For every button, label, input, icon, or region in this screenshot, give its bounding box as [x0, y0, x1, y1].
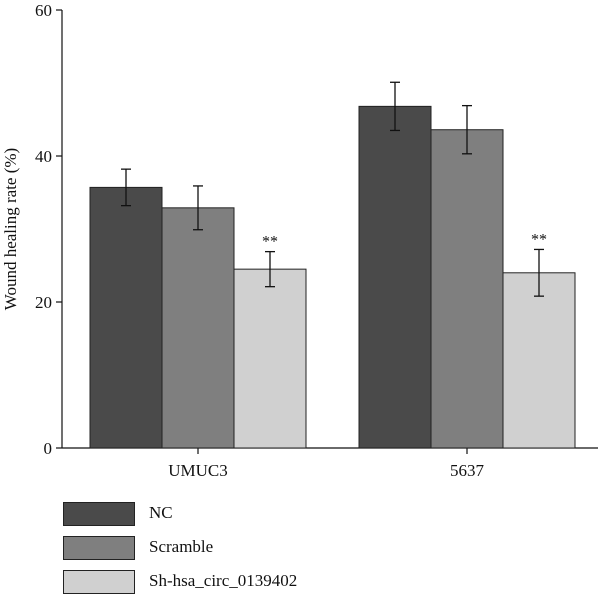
bar-scramble-umuc3	[161, 207, 235, 449]
bar-sh-hsa-circ-0139402-5637	[502, 272, 576, 449]
y-tick-label-1: 20	[35, 293, 52, 312]
x-tick-label-1: 5637	[450, 461, 485, 480]
legend-swatch-nc	[63, 502, 135, 526]
y-tick-label-3: 60	[35, 1, 52, 20]
bar-chart: 0 20 40 60 Wound healing rate (%) UMUC3 ** 5637…	[1, 1, 598, 480]
legend-label-scramble: Scramble	[149, 537, 214, 556]
bar-sh-hsa-circ-0139402-umuc3	[233, 268, 307, 449]
significance-label-2-0: **	[262, 234, 278, 251]
legend-swatch-sh-hsa	[63, 570, 135, 594]
y-axis-label: Wound healing rate (%)	[1, 148, 20, 310]
bar-nc-umuc3	[89, 186, 163, 449]
bar-nc-5637	[358, 105, 432, 449]
y-tick-label-2: 40	[35, 147, 52, 166]
legend-swatch-scramble	[63, 536, 135, 560]
x-tick-label-0: UMUC3	[168, 461, 228, 480]
bar-scramble-5637	[430, 129, 504, 449]
legend-label-nc: NC	[149, 503, 173, 522]
y-tick-label-0: 0	[44, 439, 53, 458]
significance-label-2-1: **	[531, 231, 547, 248]
legend-label-sh-hsa: Sh-hsa_circ_0139402	[149, 571, 298, 590]
